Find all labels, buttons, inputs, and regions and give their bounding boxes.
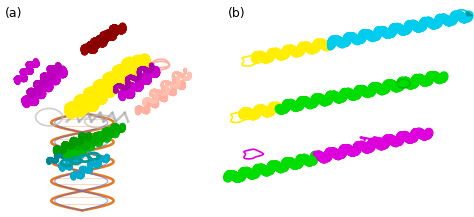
Text: (a): (a)	[4, 7, 22, 20]
Text: (b): (b)	[228, 7, 246, 20]
